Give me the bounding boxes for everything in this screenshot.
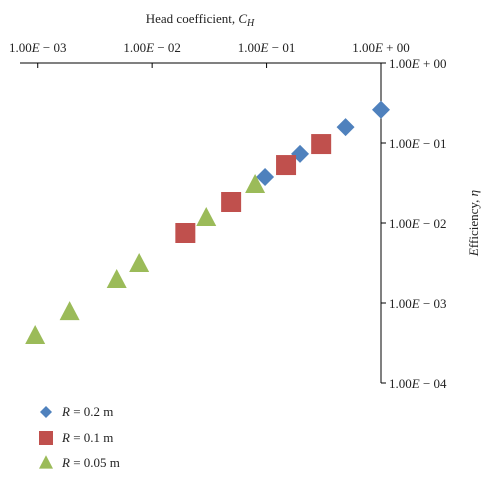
y-tick-label: 1.00E − 03 [389, 296, 447, 311]
y-axis-label: Efficiency, η [466, 190, 481, 257]
y-tick-label: 1.00E + 00 [389, 56, 447, 71]
point [276, 155, 297, 176]
x-tick-label: 1.00E − 03 [9, 40, 67, 55]
y-tick-label: 1.00E − 01 [389, 136, 447, 151]
legend-label: R = 0.05 m [61, 455, 120, 470]
legend-marker [39, 431, 53, 445]
point [106, 268, 127, 288]
point [245, 173, 266, 193]
x-axis-label: Head coefficient, CH [146, 11, 255, 29]
point [59, 301, 80, 321]
point [175, 222, 196, 243]
point [311, 134, 332, 155]
point [221, 192, 242, 213]
legend-marker [39, 455, 53, 469]
legend-marker [40, 406, 52, 418]
point [336, 118, 355, 137]
x-tick-label: 1.00E − 01 [238, 40, 296, 55]
point [25, 324, 46, 344]
point [196, 206, 217, 226]
y-tick-label: 1.00E − 04 [389, 376, 447, 391]
y-tick-label: 1.00E − 02 [389, 216, 447, 231]
legend-label: R = 0.2 m [61, 404, 113, 419]
legend-label: R = 0.1 m [61, 430, 113, 445]
point [256, 167, 275, 186]
point [372, 100, 390, 119]
x-tick-label: 1.00E − 02 [123, 40, 181, 55]
x-tick-label: 1.00E + 00 [352, 40, 410, 55]
point [129, 253, 150, 273]
